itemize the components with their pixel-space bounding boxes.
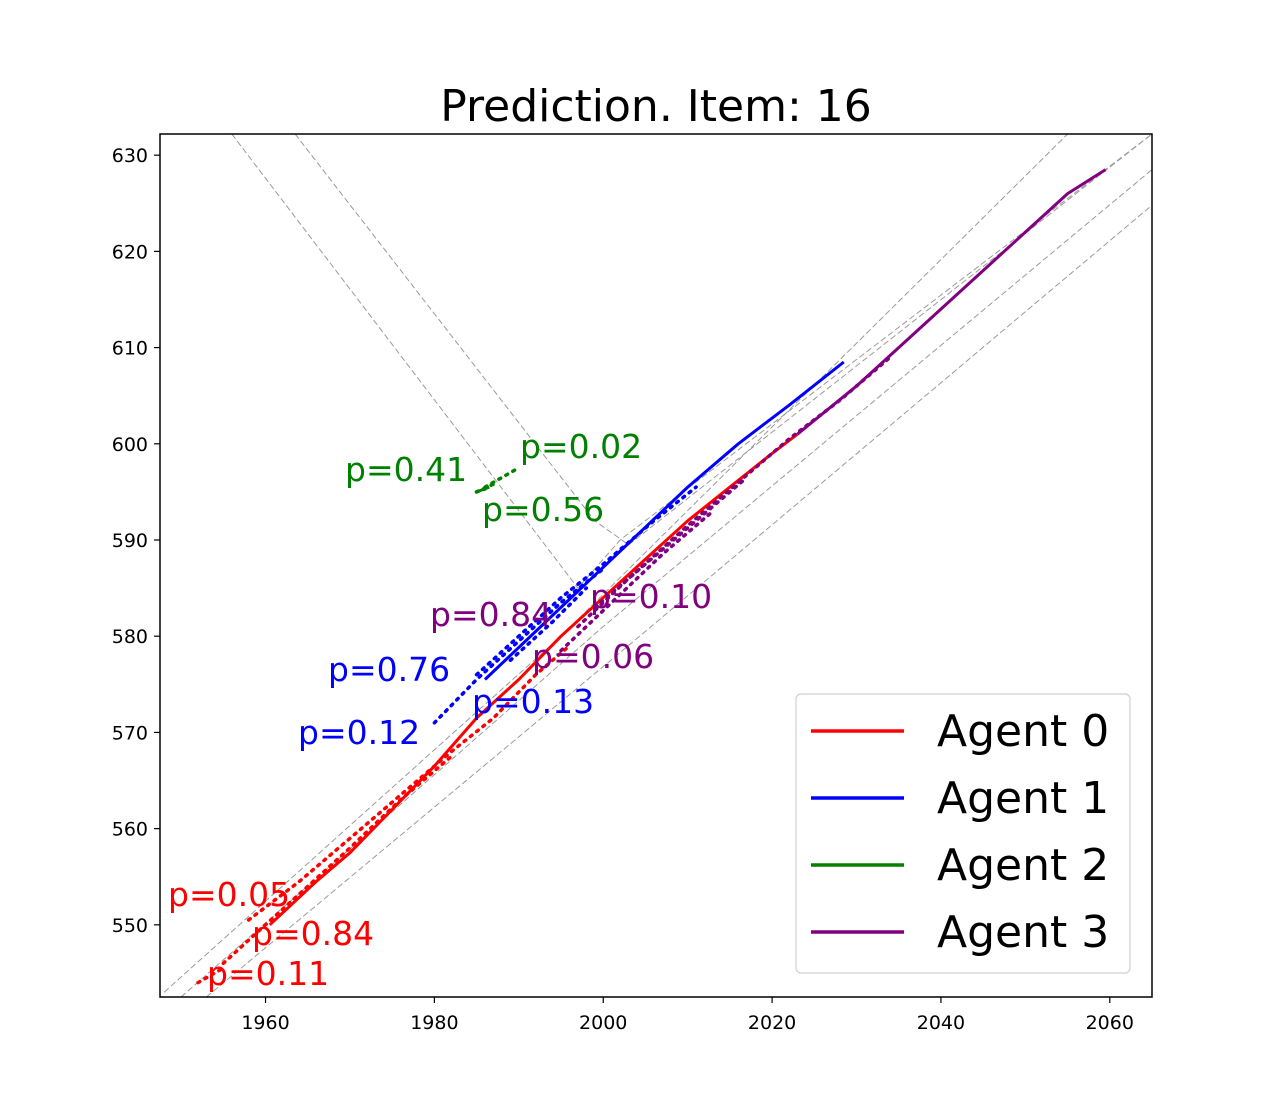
agent-3-prediction-2: [559, 509, 715, 653]
prob-label-agent-2-2: p=0.56: [482, 490, 604, 529]
y-tick-label: 550: [112, 915, 148, 937]
probability-labels: p=0.05p=0.84p=0.11p=0.76p=0.12p=0.13p=0.…: [168, 427, 712, 993]
agent-1-prediction-0: [474, 485, 698, 677]
x-tick-label: 1980: [410, 1012, 458, 1034]
prob-label-agent-3-0: p=0.84: [430, 595, 552, 634]
prob-label-agent-2-0: p=0.41: [345, 450, 467, 489]
lane-line: [206, 204, 1152, 997]
agent-3-prediction-1: [593, 475, 749, 610]
prob-label-agent-1-2: p=0.13: [472, 682, 594, 721]
agent-1-prediction-2: [508, 586, 589, 663]
agent-0-prediction-0: [246, 644, 572, 922]
chart-title: Prediction. Item: 16: [440, 81, 872, 132]
y-tick-label: 610: [112, 338, 148, 360]
legend-label-agent-2: Agent 2: [937, 840, 1109, 891]
x-tick-label: 2040: [917, 1012, 965, 1034]
legend-label-agent-0: Agent 0: [937, 706, 1109, 757]
legend-box: [795, 693, 1131, 974]
prob-label-agent-2-1: p=0.02: [520, 427, 642, 466]
y-tick-label: 590: [112, 530, 148, 552]
lane-line: [180, 169, 1152, 997]
agent-0-prediction-2: [196, 966, 226, 985]
prob-label-agent-3-2: p=0.06: [532, 637, 654, 676]
x-tick-label: 2020: [748, 1012, 796, 1034]
legend-label-agent-3: Agent 3: [937, 907, 1109, 958]
series-layer: [196, 168, 1107, 985]
agent-1-trajectory: [483, 360, 845, 681]
agent-0-trajectory: [268, 433, 799, 926]
y-tick-label: 570: [112, 722, 148, 744]
y-tick-label: 630: [112, 145, 148, 167]
lane-line: [231, 134, 1152, 589]
plot-frame: [159, 133, 1153, 998]
y-tick-label: 580: [112, 626, 148, 648]
lane-line: [294, 134, 1152, 546]
agent-2-trajectory: [476, 485, 490, 494]
x-tick-label: 2060: [1086, 1012, 1134, 1034]
agent-3-trajectory: [796, 168, 1107, 436]
prob-label-agent-1-0: p=0.76: [328, 650, 450, 689]
y-tick-label: 620: [112, 241, 148, 263]
prob-label-agent-0-2: p=0.11: [207, 954, 329, 993]
agent-0-prediction-1: [221, 754, 454, 966]
x-tick-label: 1960: [241, 1012, 289, 1034]
y-tick-label: 560: [112, 819, 148, 841]
legend: Agent 0 Agent 1 Agent 2 Agent 3: [795, 693, 1131, 974]
prob-label-agent-0-1: p=0.84: [252, 914, 374, 953]
prob-label-agent-0-0: p=0.05: [168, 875, 290, 914]
agent-1-prediction-1: [432, 567, 605, 725]
x-tick-label: 2000: [579, 1012, 627, 1034]
legend-label-agent-1: Agent 1: [937, 773, 1109, 824]
prob-label-agent-1-1: p=0.12: [298, 713, 420, 752]
prob-label-agent-3-1: p=0.10: [590, 577, 712, 616]
y-tick-label: 600: [112, 434, 148, 456]
axis-ticks: 1960 1980 2000 2020 2040 2060 550 560 570 580 590 6…: [112, 145, 1134, 1034]
